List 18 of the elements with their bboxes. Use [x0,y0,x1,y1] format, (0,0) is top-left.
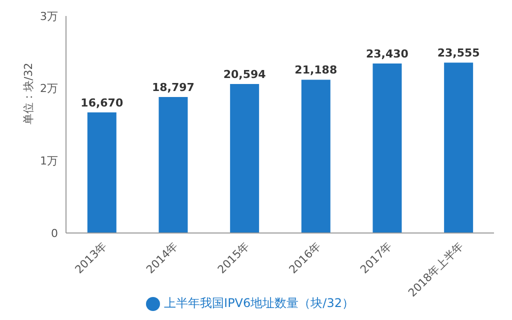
legend-label: 上半年我国IPV6地址数量（块/32） [164,296,354,310]
text: 23,555 [437,46,480,60]
y-tick-label: 3万 [40,10,58,23]
y-tick-label: 1万 [40,154,58,168]
bar [372,64,402,233]
y-axis-title: 单位：块/32 [22,62,35,124]
text: 18,797 [152,81,194,94]
text: 20,594 [223,68,266,82]
text: 16,670 [80,96,124,110]
text: 23,430 [366,48,408,61]
text: 21,188 [294,64,338,77]
bar [230,84,260,233]
bar [301,80,330,233]
bar [87,112,116,233]
y-tick-label: 0 [51,226,58,240]
y-tick-label: 2万 [40,82,58,96]
bar [158,97,188,233]
bar [444,62,474,233]
